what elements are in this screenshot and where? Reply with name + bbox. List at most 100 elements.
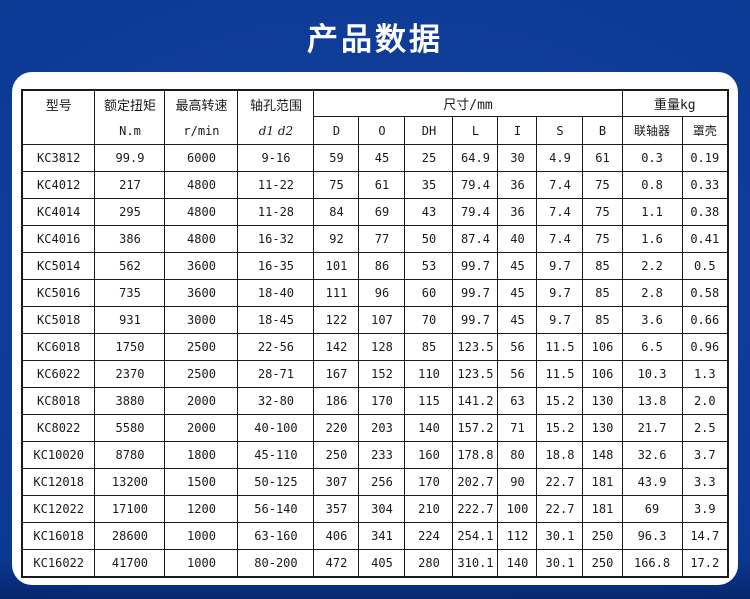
value-cell: 140 [404,414,454,442]
value-cell: 56 [497,360,538,388]
bore-header-sub: d1 d2 [258,123,294,138]
bore-header-label: 轴孔范围 [249,98,302,114]
value-cell: 181 [582,468,623,496]
header-cell-speed: 最高转速 r/min [164,89,239,145]
value-cell: 141.2 [452,387,499,415]
value-cell: 75 [582,171,623,199]
value-cell: 11-22 [237,171,315,199]
header-cell-torque: 额定扭矩 N.m [94,89,166,145]
value-cell: 86 [358,252,406,280]
value-cell: 77 [358,225,406,253]
table-row: KC10020 8780 1800 45-110 250 233 160 178.8 80 18.… [21,441,729,469]
table-header: 型号 额定扭矩 N.m 最高转速 r/min 轴孔范围 d1 d2 [21,89,729,145]
value-cell: 203 [358,414,406,442]
content-panel: 型号 额定扭矩 N.m 最高转速 r/min 轴孔范围 d1 d2 [12,72,738,585]
value-cell: 472 [313,549,360,578]
value-cell: 96 [358,279,406,307]
value-cell: 59 [313,144,360,172]
value-cell: 9.7 [536,306,584,334]
value-cell: 80 [497,441,538,469]
value-cell: 0.38 [681,198,729,226]
value-cell: 386 [94,225,166,253]
header-sub-row: D O DH L I S B 联轴器 罩壳 [22,116,729,145]
value-cell: 152 [358,360,406,388]
model-cell: KC5016 [21,279,96,307]
value-cell: 28600 [94,522,166,550]
size-col-header-b: B [582,116,623,145]
value-cell: 0.8 [621,171,683,199]
value-cell: 71 [497,414,538,442]
value-cell: 130 [582,387,623,415]
value-cell: 280 [404,549,454,578]
value-cell: 75 [582,198,623,226]
value-cell: 3.7 [681,441,729,469]
value-cell: 0.41 [681,225,729,253]
value-cell: 142 [313,333,360,361]
value-cell: 3600 [164,279,239,307]
value-cell: 50-125 [237,468,315,496]
value-cell: 75 [582,225,623,253]
value-cell: 14.7 [681,522,729,550]
value-cell: 43 [404,198,454,226]
value-cell: 2000 [164,387,239,415]
value-cell: 254.1 [452,522,499,550]
header-group-row: 型号 额定扭矩 N.m 最高转速 r/min 轴孔范围 d1 d2 [21,89,729,145]
value-cell: 17100 [94,495,166,523]
value-cell: 99.7 [452,306,499,334]
value-cell: 63-160 [237,522,315,550]
value-cell: 99.7 [452,252,499,280]
table-body: KC3812 99.9 6000 9-16 59 45 25 64.9 30 4.9 61 0.3 0.… [21,144,729,578]
value-cell: 22-56 [237,333,315,361]
table-row: KC5018 931 3000 18-45 122 107 70 99.7 45 9.7 85 3.6… [21,306,729,334]
value-cell: 0.3 [621,144,683,172]
value-cell: 222.7 [452,495,499,523]
value-cell: 0.66 [681,306,729,334]
value-cell: 6.5 [621,333,683,361]
table-row: KC6018 1750 2500 22-56 142 128 85 123.5 56 11.5 10… [21,333,729,361]
value-cell: 22.7 [536,468,584,496]
header-group-weight: 重量kg [621,89,729,117]
value-cell: 17.2 [681,549,729,578]
value-cell: 30 [497,144,538,172]
value-cell: 166.8 [621,549,683,578]
value-cell: 106 [582,360,623,388]
value-cell: 36 [497,198,538,226]
value-cell: 60 [404,279,454,307]
value-cell: 1200 [164,495,239,523]
value-cell: 405 [358,549,406,578]
value-cell: 115 [404,387,454,415]
value-cell: 250 [582,522,623,550]
value-cell: 4800 [164,225,239,253]
value-cell: 562 [94,252,166,280]
value-cell: 186 [313,387,360,415]
value-cell: 11-28 [237,198,315,226]
value-cell: 357 [313,495,360,523]
value-cell: 70 [404,306,454,334]
value-cell: 15.2 [536,414,584,442]
value-cell: 3000 [164,306,239,334]
value-cell: 170 [358,387,406,415]
value-cell: 130 [582,414,623,442]
value-cell: 3.6 [621,306,683,334]
value-cell: 167 [313,360,360,388]
value-cell: 110 [404,360,454,388]
value-cell: 233 [358,441,406,469]
value-cell: 3.3 [681,468,729,496]
size-col-header-s: S [536,116,584,145]
value-cell: 170 [404,468,454,496]
value-cell: 18-40 [237,279,315,307]
value-cell: 0.33 [681,171,729,199]
value-cell: 50 [404,225,454,253]
model-cell: KC3812 [21,144,96,172]
value-cell: 6000 [164,144,239,172]
value-cell: 45 [497,279,538,307]
value-cell: 9.7 [536,252,584,280]
value-cell: 210 [404,495,454,523]
value-cell: 11.5 [536,360,584,388]
value-cell: 2000 [164,414,239,442]
value-cell: 30.1 [536,522,584,550]
value-cell: 35 [404,171,454,199]
value-cell: 735 [94,279,166,307]
value-cell: 16-32 [237,225,315,253]
value-cell: 84 [313,198,360,226]
